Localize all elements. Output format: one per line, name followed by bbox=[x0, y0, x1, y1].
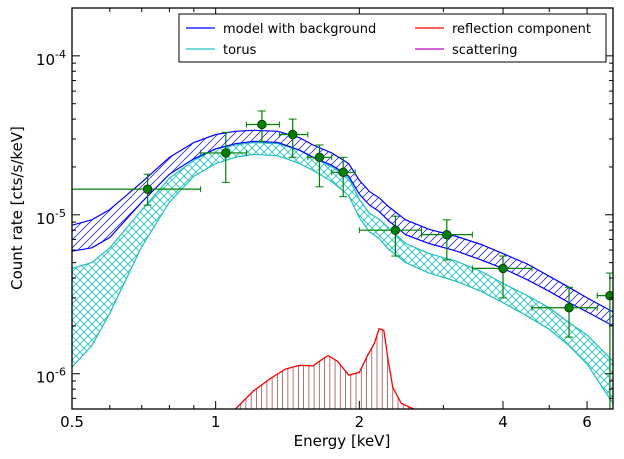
data-marker bbox=[314, 152, 325, 162]
data-point bbox=[421, 219, 473, 261]
data-marker bbox=[390, 225, 401, 235]
y-tick-exp: -5 bbox=[55, 207, 66, 220]
x-tick-label: 6 bbox=[582, 413, 592, 431]
data-marker bbox=[498, 263, 508, 274]
y-tick-label: 10-4 bbox=[36, 48, 66, 69]
x-tick-labels: 0.5 1 2 4 6 bbox=[60, 413, 592, 431]
legend-label-model: model with background bbox=[223, 22, 376, 37]
data-point bbox=[200, 131, 247, 183]
x-tick-label: 0.5 bbox=[60, 413, 84, 431]
x-tick-label: 2 bbox=[355, 413, 365, 431]
y-tick-base: 10 bbox=[36, 210, 55, 228]
legend-box bbox=[178, 13, 607, 63]
data-point bbox=[331, 156, 356, 198]
y-axis-label: Count rate [cts/s/keV] bbox=[8, 126, 26, 290]
data-marker bbox=[142, 184, 153, 194]
data-point bbox=[307, 144, 333, 188]
data-points bbox=[72, 110, 613, 409]
x-tick-label: 4 bbox=[498, 413, 508, 431]
reflection-curve bbox=[234, 327, 414, 409]
data-point bbox=[278, 118, 309, 158]
data-point bbox=[72, 173, 202, 206]
reflection-line bbox=[234, 327, 414, 409]
legend-label-reflection: reflection component bbox=[452, 22, 591, 37]
y-tick-labels: 10-6 10-5 10-4 bbox=[36, 48, 66, 387]
plot-area bbox=[72, 110, 613, 409]
plot-frame bbox=[71, 7, 614, 410]
data-marker bbox=[257, 119, 267, 130]
y-tick-label: 10-6 bbox=[36, 366, 66, 387]
y-tick-exp: -6 bbox=[55, 366, 66, 379]
data-point bbox=[358, 215, 423, 257]
data-point bbox=[471, 255, 533, 299]
axis-ticks bbox=[71, 7, 613, 410]
data-marker bbox=[221, 148, 231, 158]
data-marker bbox=[442, 229, 452, 240]
data-marker bbox=[287, 129, 298, 140]
legend-label-scattering: scattering bbox=[452, 43, 518, 58]
data-marker bbox=[338, 167, 348, 178]
x-tick-label: 1 bbox=[211, 413, 221, 431]
y-tick-base: 10 bbox=[36, 369, 55, 387]
y-tick-base: 10 bbox=[36, 51, 55, 69]
data-point bbox=[531, 286, 598, 338]
legend: model with background reflection compone… bbox=[178, 13, 607, 63]
reflection-fill bbox=[240, 329, 409, 409]
data-point bbox=[245, 110, 280, 142]
data-marker bbox=[564, 303, 574, 313]
x-axis-label: Energy [keV] bbox=[294, 432, 391, 450]
torus-upper-line bbox=[72, 141, 613, 362]
legend-label-torus: torus bbox=[223, 43, 257, 58]
y-tick-label: 10-5 bbox=[36, 207, 66, 228]
model-lower-line bbox=[72, 140, 613, 327]
y-tick-exp: -4 bbox=[55, 48, 66, 61]
